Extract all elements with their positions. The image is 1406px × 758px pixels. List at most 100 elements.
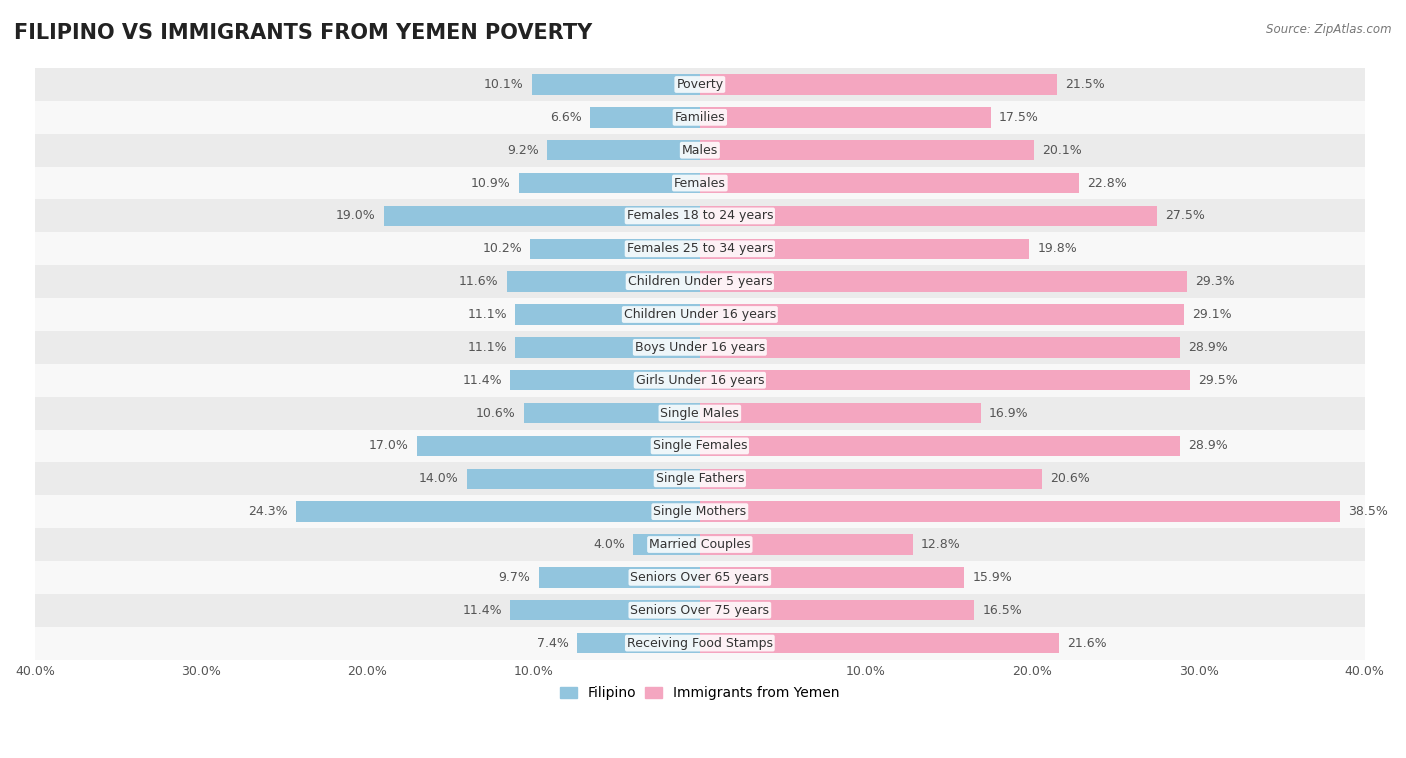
Bar xyxy=(295,502,700,522)
Bar xyxy=(35,396,1365,430)
Text: FILIPINO VS IMMIGRANTS FROM YEMEN POVERTY: FILIPINO VS IMMIGRANTS FROM YEMEN POVERT… xyxy=(14,23,592,42)
Text: Receiving Food Stamps: Receiving Food Stamps xyxy=(627,637,773,650)
Text: 7.4%: 7.4% xyxy=(537,637,568,650)
Bar xyxy=(35,528,1365,561)
Text: 11.6%: 11.6% xyxy=(460,275,499,288)
Text: Seniors Over 75 years: Seniors Over 75 years xyxy=(630,603,769,617)
Bar xyxy=(35,199,1365,233)
Text: 11.1%: 11.1% xyxy=(467,308,508,321)
Bar xyxy=(576,633,700,653)
Text: 21.6%: 21.6% xyxy=(1067,637,1107,650)
Bar xyxy=(700,74,1057,95)
Bar xyxy=(591,107,700,127)
Text: 28.9%: 28.9% xyxy=(1188,341,1229,354)
Bar xyxy=(700,436,1180,456)
Bar xyxy=(700,567,965,587)
Bar xyxy=(35,462,1365,495)
Text: 6.6%: 6.6% xyxy=(550,111,582,124)
Text: Seniors Over 65 years: Seniors Over 65 years xyxy=(630,571,769,584)
Bar xyxy=(35,331,1365,364)
Text: 29.1%: 29.1% xyxy=(1192,308,1232,321)
Text: 11.4%: 11.4% xyxy=(463,374,502,387)
Text: 28.9%: 28.9% xyxy=(1188,440,1229,453)
Text: 24.3%: 24.3% xyxy=(247,505,288,518)
Text: Poverty: Poverty xyxy=(676,78,724,91)
Bar xyxy=(510,600,700,620)
Bar xyxy=(35,364,1365,396)
Text: Females: Females xyxy=(673,177,725,190)
Bar xyxy=(35,561,1365,594)
Bar xyxy=(35,101,1365,133)
Text: Single Males: Single Males xyxy=(661,406,740,420)
Bar xyxy=(384,205,700,226)
Bar xyxy=(700,173,1078,193)
Bar xyxy=(700,633,1059,653)
Bar xyxy=(700,140,1033,161)
Text: 22.8%: 22.8% xyxy=(1087,177,1126,190)
Text: 17.5%: 17.5% xyxy=(1000,111,1039,124)
Bar xyxy=(700,502,1340,522)
Bar xyxy=(35,133,1365,167)
Text: Single Fathers: Single Fathers xyxy=(655,472,744,485)
Text: 19.8%: 19.8% xyxy=(1038,243,1077,255)
Bar xyxy=(700,304,1184,324)
Text: 10.1%: 10.1% xyxy=(484,78,523,91)
Text: 10.2%: 10.2% xyxy=(482,243,522,255)
Bar xyxy=(700,107,991,127)
Bar xyxy=(418,436,700,456)
Bar xyxy=(508,271,700,292)
Bar xyxy=(530,239,700,259)
Bar xyxy=(700,337,1180,358)
Text: 11.1%: 11.1% xyxy=(467,341,508,354)
Text: 38.5%: 38.5% xyxy=(1348,505,1388,518)
Text: Females 18 to 24 years: Females 18 to 24 years xyxy=(627,209,773,222)
Text: Single Females: Single Females xyxy=(652,440,747,453)
Bar xyxy=(35,495,1365,528)
Bar xyxy=(35,627,1365,659)
Bar xyxy=(700,534,912,555)
Text: 17.0%: 17.0% xyxy=(368,440,409,453)
Bar xyxy=(35,298,1365,331)
Bar xyxy=(35,68,1365,101)
Text: 10.9%: 10.9% xyxy=(471,177,510,190)
Text: 16.9%: 16.9% xyxy=(988,406,1029,420)
Text: 20.1%: 20.1% xyxy=(1042,144,1083,157)
Bar xyxy=(35,430,1365,462)
Bar xyxy=(523,403,700,423)
Bar xyxy=(516,304,700,324)
Text: 14.0%: 14.0% xyxy=(419,472,458,485)
Text: 20.6%: 20.6% xyxy=(1050,472,1090,485)
Text: 4.0%: 4.0% xyxy=(593,538,626,551)
Bar xyxy=(700,205,1157,226)
Bar xyxy=(519,173,700,193)
Text: Source: ZipAtlas.com: Source: ZipAtlas.com xyxy=(1267,23,1392,36)
Text: Children Under 5 years: Children Under 5 years xyxy=(627,275,772,288)
Bar xyxy=(700,370,1191,390)
Bar xyxy=(516,337,700,358)
Bar xyxy=(35,233,1365,265)
Text: Males: Males xyxy=(682,144,718,157)
Text: 21.5%: 21.5% xyxy=(1066,78,1105,91)
Bar xyxy=(700,468,1042,489)
Legend: Filipino, Immigrants from Yemen: Filipino, Immigrants from Yemen xyxy=(555,681,845,706)
Text: 10.6%: 10.6% xyxy=(475,406,516,420)
Text: 29.3%: 29.3% xyxy=(1195,275,1234,288)
Bar xyxy=(700,600,974,620)
Bar xyxy=(35,594,1365,627)
Text: 11.4%: 11.4% xyxy=(463,603,502,617)
Bar xyxy=(531,74,700,95)
Text: Families: Families xyxy=(675,111,725,124)
Text: 9.2%: 9.2% xyxy=(506,144,538,157)
Bar xyxy=(547,140,700,161)
Text: Single Mothers: Single Mothers xyxy=(654,505,747,518)
Text: Girls Under 16 years: Girls Under 16 years xyxy=(636,374,763,387)
Text: 27.5%: 27.5% xyxy=(1166,209,1205,222)
Bar xyxy=(700,403,981,423)
Text: 15.9%: 15.9% xyxy=(973,571,1012,584)
Text: Married Couples: Married Couples xyxy=(650,538,751,551)
Bar xyxy=(700,239,1029,259)
Bar xyxy=(467,468,700,489)
Bar xyxy=(510,370,700,390)
Text: 12.8%: 12.8% xyxy=(921,538,960,551)
Text: Children Under 16 years: Children Under 16 years xyxy=(624,308,776,321)
